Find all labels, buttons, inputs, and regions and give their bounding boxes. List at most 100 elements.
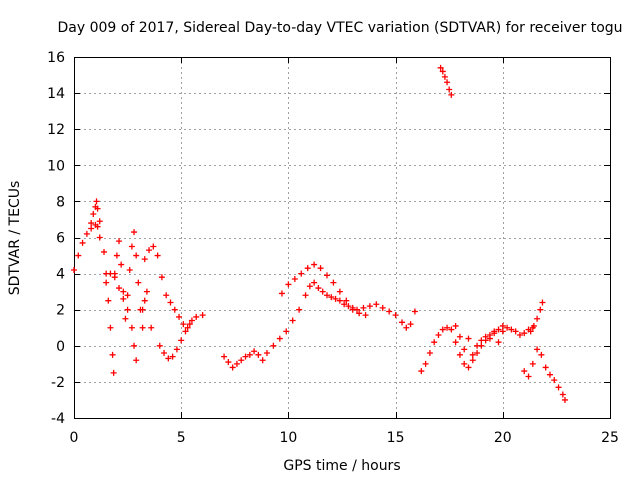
data-point-marker <box>135 279 142 286</box>
x-tick-label: 10 <box>279 430 297 446</box>
data-point-marker <box>304 265 311 272</box>
data-point-marker <box>167 299 174 306</box>
data-point-marker <box>109 351 116 358</box>
data-point-marker <box>422 360 429 367</box>
data-point-marker <box>133 357 140 364</box>
chart-title: Day 009 of 2017, Sidereal Day-to-day VTE… <box>57 20 622 36</box>
data-point-marker <box>176 313 183 320</box>
data-point-marker <box>148 324 155 331</box>
data-point-marker <box>111 274 118 281</box>
data-point-marker <box>141 297 148 304</box>
data-point-marker <box>332 295 339 302</box>
x-tick-label: 15 <box>387 430 405 446</box>
data-point-marker <box>474 350 481 357</box>
data-point-marker <box>169 353 176 360</box>
y-tick-label: 2 <box>56 303 65 319</box>
data-point-marker <box>482 337 489 344</box>
data-point-marker <box>411 308 418 315</box>
y-tick-label: 16 <box>47 50 65 66</box>
data-point-marker <box>456 333 463 340</box>
data-point-marker <box>345 303 352 310</box>
data-point-marker <box>373 301 380 308</box>
data-point-marker <box>128 243 135 250</box>
data-point-marker <box>452 322 459 329</box>
series-arc-12 <box>452 322 506 371</box>
data-point-marker <box>306 283 313 290</box>
data-point-marker <box>124 292 131 299</box>
series-arc-5 <box>141 243 206 331</box>
data-point-marker <box>251 348 258 355</box>
x-tick-label: 20 <box>494 430 512 446</box>
data-point-marker <box>499 322 506 329</box>
data-point-marker <box>94 223 101 230</box>
data-point-marker <box>289 317 296 324</box>
x-tick-label: 5 <box>177 430 186 446</box>
data-point-marker <box>242 353 249 360</box>
data-point-marker <box>469 351 476 358</box>
data-point-marker <box>154 252 161 259</box>
data-point-marker <box>199 312 206 319</box>
data-point-marker <box>298 270 305 277</box>
data-point-marker <box>418 368 425 375</box>
data-point-marker <box>141 256 148 263</box>
data-point-marker <box>539 299 546 306</box>
data-point-marker <box>504 324 511 331</box>
data-point-marker <box>465 335 472 342</box>
data-point-marker <box>525 373 532 380</box>
data-point-marker <box>182 328 189 335</box>
data-point-marker <box>83 230 90 237</box>
data-point-marker <box>446 86 453 93</box>
data-point-marker <box>439 326 446 333</box>
data-point-marker <box>386 308 393 315</box>
y-tick-label: 4 <box>56 267 65 283</box>
data-point-marker <box>452 339 459 346</box>
x-tick-labels: 0 5 10 15 20 25 <box>70 430 619 446</box>
data-point-marker <box>161 350 168 357</box>
series-arc-11 <box>418 322 536 375</box>
data-point-marker <box>173 346 180 353</box>
data-point-marker <box>336 297 343 304</box>
data-point-marker <box>323 272 330 279</box>
series-arc-3 <box>111 229 150 331</box>
data-point-marker <box>448 91 455 98</box>
data-point-marker <box>542 364 549 371</box>
data-point-marker <box>356 310 363 317</box>
data-point-marker <box>158 274 165 281</box>
x-tick-label: 25 <box>601 430 619 446</box>
data-point-marker <box>435 331 442 338</box>
data-point-marker <box>229 364 236 371</box>
series-arc-8 <box>278 261 369 319</box>
data-point-marker <box>534 346 541 353</box>
data-point-marker <box>317 265 324 272</box>
data-point-marker <box>233 360 240 367</box>
data-point-marker <box>188 317 195 324</box>
data-points <box>71 64 568 403</box>
data-point-marker <box>285 281 292 288</box>
series-arc-10 <box>437 64 455 98</box>
data-point-marker <box>561 396 568 403</box>
data-point-marker <box>126 266 133 273</box>
y-tick-label: 8 <box>56 194 65 210</box>
data-point-marker <box>328 294 335 301</box>
data-point-marker <box>79 239 86 246</box>
y-tick-label: -2 <box>51 375 65 391</box>
plot-frame <box>74 57 611 419</box>
data-point-marker <box>559 391 566 398</box>
data-point-marker <box>392 312 399 319</box>
y-tick-label: 12 <box>47 122 65 138</box>
data-point-marker <box>75 252 82 259</box>
data-point-marker <box>341 301 348 308</box>
data-point-marker <box>512 328 519 335</box>
data-point-marker <box>495 326 502 333</box>
x-tick-label: 0 <box>70 430 79 446</box>
data-point-marker <box>456 351 463 358</box>
series-arc-2 <box>88 198 103 227</box>
series-arc-6 <box>139 306 193 362</box>
data-point-marker <box>186 321 193 328</box>
grid-lines <box>74 57 610 418</box>
data-point-marker <box>478 342 485 349</box>
data-point-marker <box>336 288 343 295</box>
y-tick-label: 0 <box>56 339 65 355</box>
data-point-marker <box>323 292 330 299</box>
